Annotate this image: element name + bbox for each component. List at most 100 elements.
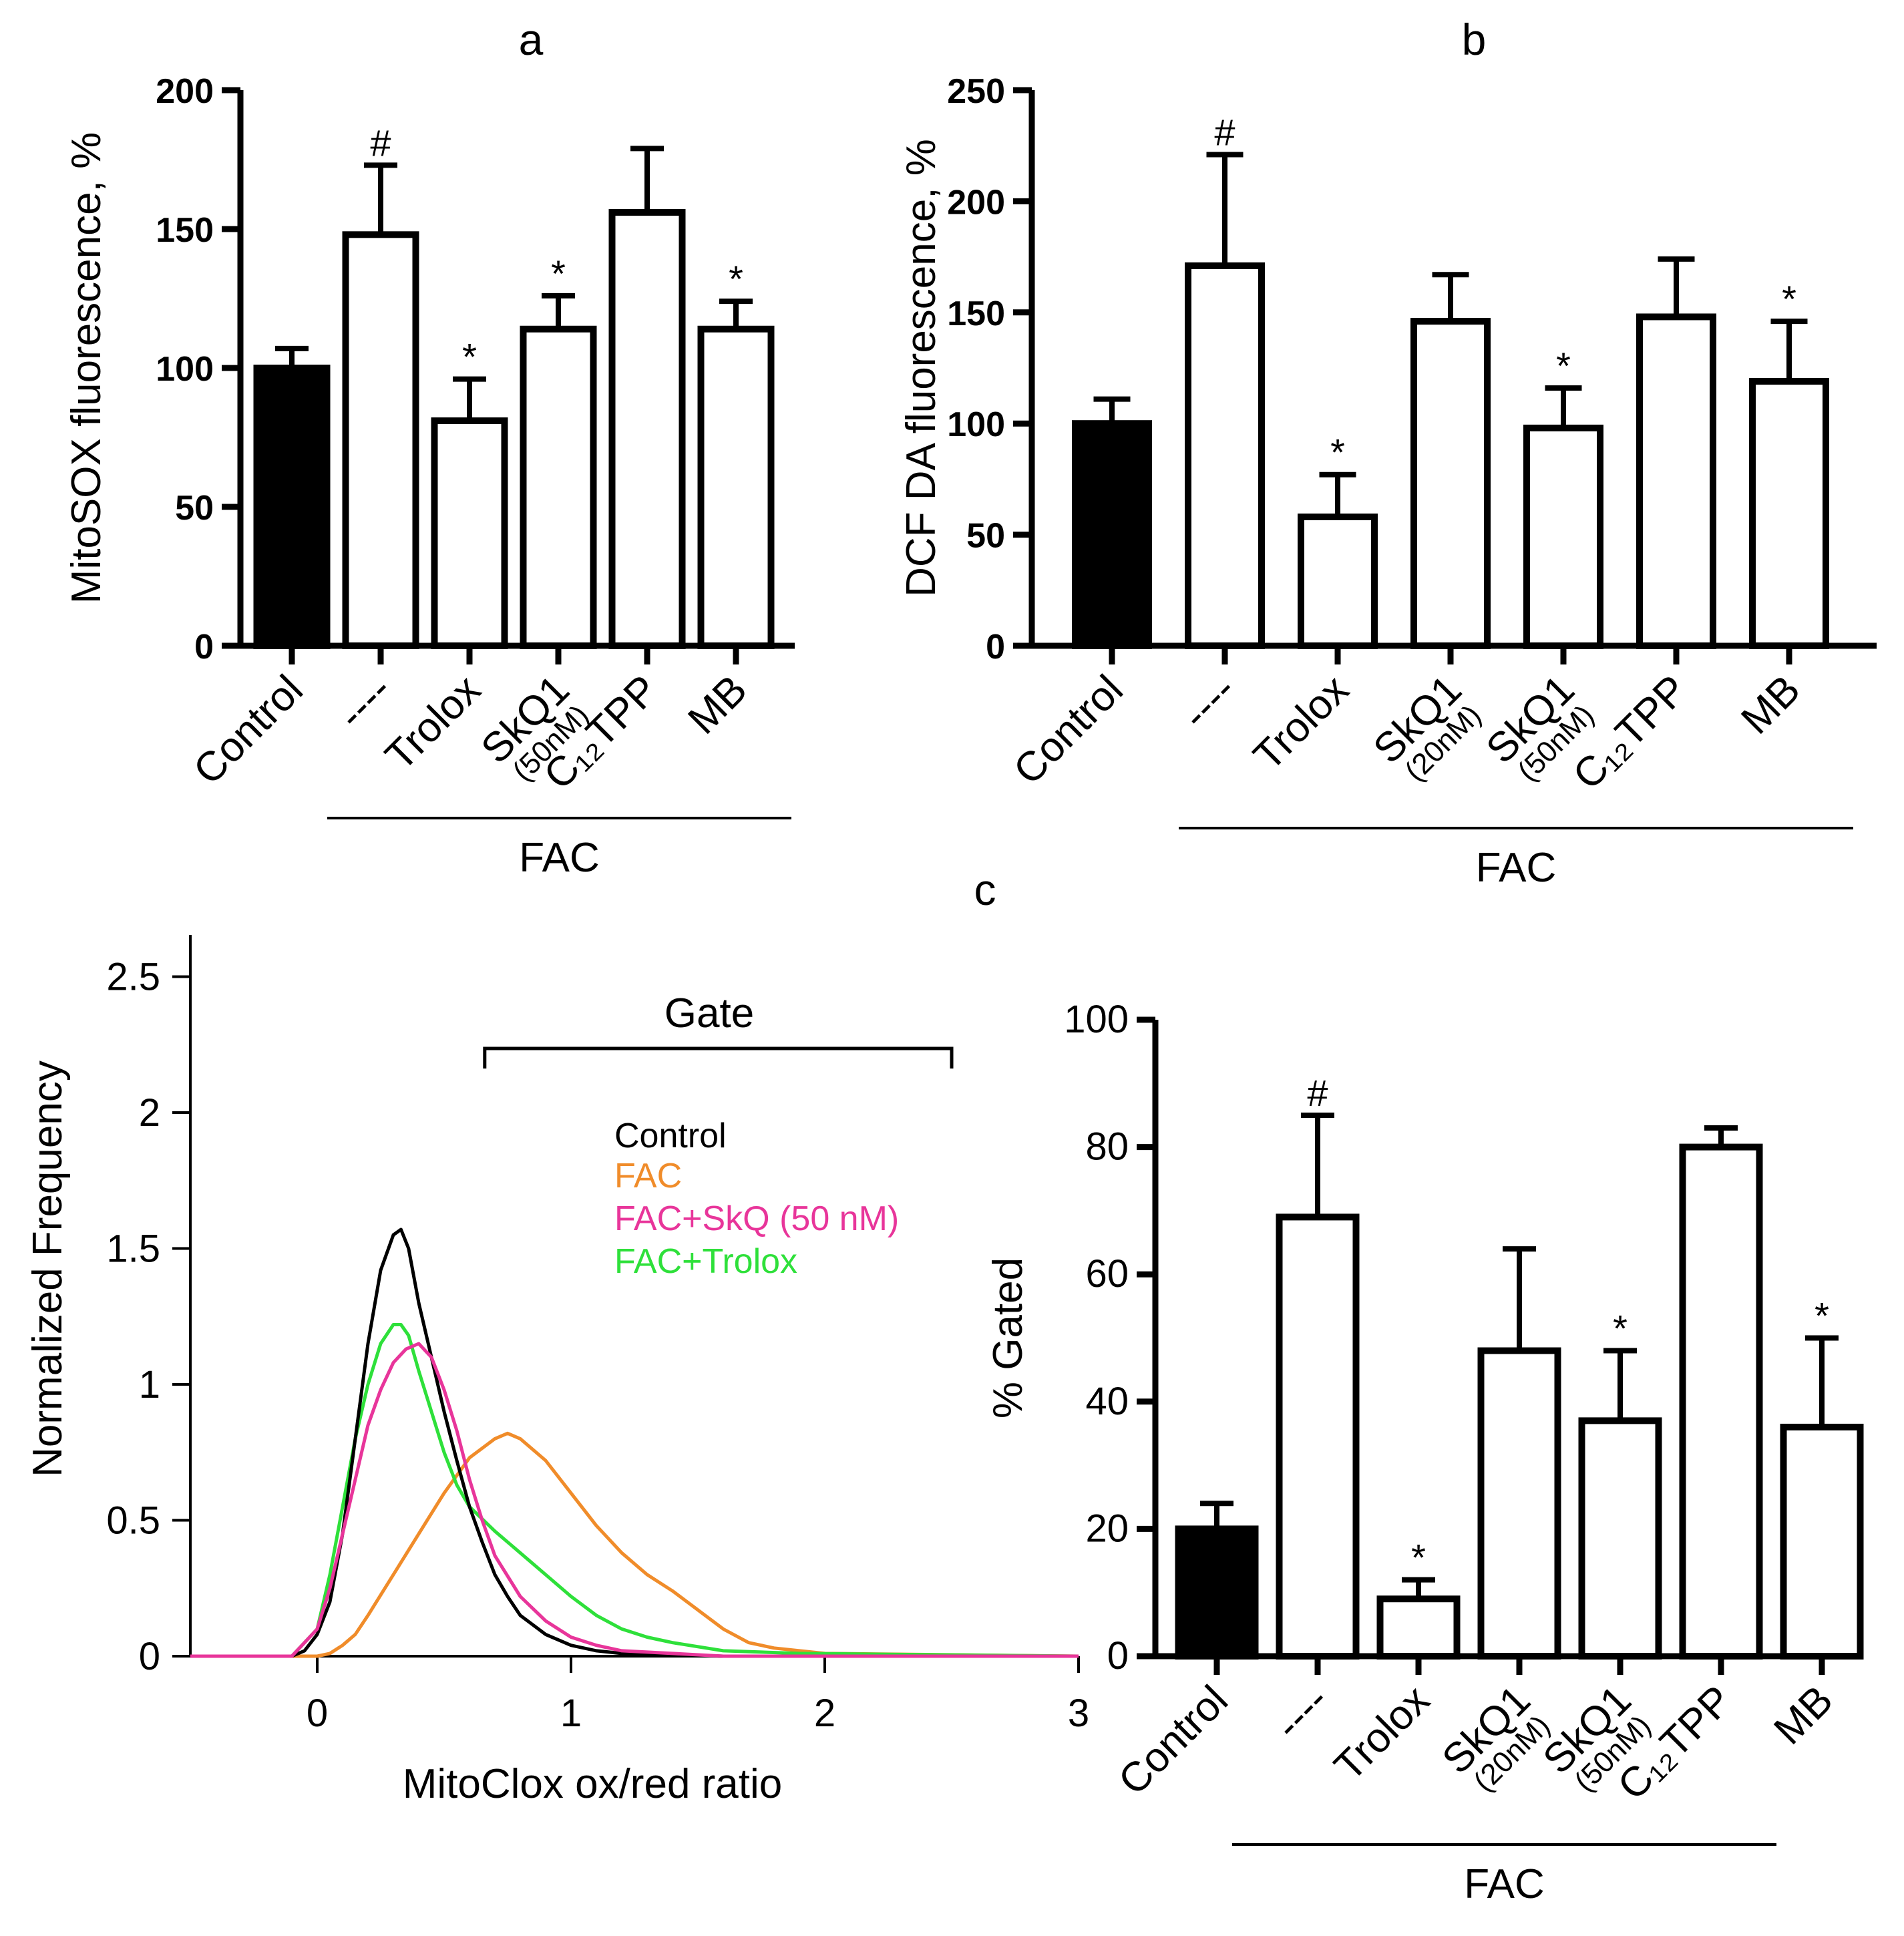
x-tick-label: 0 [307, 1692, 328, 1735]
series-line-1 [190, 1431, 1079, 1658]
x-tick-label: ---- [329, 666, 401, 738]
y-tick-label: 150 [156, 211, 214, 250]
y-tick-label: 100 [947, 405, 1005, 444]
bar [1072, 420, 1152, 649]
significance-mark: * [729, 258, 743, 300]
bar [1477, 1347, 1561, 1660]
y-axis-title: MitoSOX fluorescence, % [63, 132, 110, 604]
y-tick-label: 200 [947, 183, 1005, 222]
x-tick-label-group: ---- [329, 666, 401, 738]
y-tick-label: 0 [139, 1635, 160, 1678]
y-tick-label: 0 [194, 628, 214, 666]
x-tick-label: 3 [1068, 1692, 1089, 1735]
x-tick-label: ---- [1173, 666, 1245, 738]
y-tick-label: 2.5 [106, 956, 160, 999]
bar [1578, 1417, 1662, 1660]
panel-label: c [974, 865, 996, 914]
bar [431, 417, 508, 649]
x-tick-label: Trolox [1245, 666, 1358, 779]
bar [253, 365, 331, 649]
series-line-3 [190, 1323, 1079, 1658]
x-tick-label-group: ---- [1173, 666, 1245, 738]
bar [1175, 1525, 1259, 1660]
y-tick-label: 200 [156, 72, 214, 111]
bar [1298, 513, 1378, 650]
bar [1276, 1213, 1360, 1660]
gate-bracket [483, 1046, 954, 1069]
significance-mark: * [551, 252, 566, 295]
group-label: FAC [1464, 1861, 1545, 1907]
significance-mark: * [462, 336, 477, 378]
x-tick-label: MB [1765, 1677, 1842, 1754]
significance-mark: * [1411, 1537, 1426, 1579]
bar [1636, 313, 1716, 649]
significance-mark: * [1613, 1308, 1628, 1350]
panel-c-histogram: c 0 0.5 1 1.5 2 2.5 0 1 2 3 MitoClox ox/red ratio No… [25, 865, 1089, 1807]
bar [1410, 318, 1491, 649]
significance-mark: * [1782, 278, 1796, 320]
x-tick-label-group: ---- [1266, 1677, 1338, 1748]
x-tick-label-group: SkQ1(20nM) [1364, 666, 1487, 787]
significance-mark: # [1307, 1072, 1328, 1114]
significance-mark: * [1330, 431, 1345, 473]
significance-mark: # [1214, 112, 1235, 154]
x-tick-label: Control [185, 666, 312, 793]
panel-a-mitosox-bar-chart: a 0 50 100 150 200 MitoSOX fluorescence, % Cont… [63, 15, 795, 881]
bar [1523, 424, 1603, 650]
x-tick-label: Trolox [377, 666, 490, 779]
bar [697, 325, 775, 649]
x-tick-label-group: MB [1732, 666, 1809, 743]
legend-entry: FAC+SkQ (50 nM) [614, 1199, 899, 1238]
x-tick-label: 2 [814, 1692, 835, 1735]
bar [1376, 1595, 1461, 1660]
x-tick-label-group: Trolox [1245, 666, 1358, 779]
x-tick-label-group: Trolox [377, 666, 490, 779]
x-tick-label: MB [679, 666, 756, 743]
x-tick-label: 1 [560, 1692, 582, 1735]
y-tick-label: 40 [1085, 1380, 1129, 1423]
bar [1679, 1143, 1763, 1660]
panel-c-gated-bar-chart: 0 20 40 60 80 100 % Gated Control # ---- * TroloxSk… [985, 998, 1864, 1907]
y-axis-title: % Gated [985, 1257, 1031, 1418]
y-tick-label: 50 [175, 489, 214, 528]
x-tick-label: Control [1110, 1677, 1237, 1804]
y-tick-label: 80 [1085, 1125, 1129, 1169]
legend-entry: FAC+Trolox [614, 1242, 797, 1281]
y-tick-label: 250 [947, 72, 1005, 111]
x-tick-label: Trolox [1326, 1677, 1439, 1790]
series-line-2 [190, 1342, 1079, 1658]
bar [1185, 262, 1265, 649]
bar [1749, 377, 1829, 650]
x-axis-title: MitoClox ox/red ratio [403, 1761, 783, 1807]
x-tick-label-group: Control [185, 666, 312, 793]
x-tick-label: MB [1732, 666, 1809, 743]
y-tick-label: 0.5 [106, 1499, 160, 1543]
panel-label: a [519, 15, 544, 64]
x-tick-label-group: SkQ1(20nM) [1433, 1677, 1556, 1798]
y-tick-label: 2 [139, 1091, 160, 1135]
x-tick-label-group: Trolox [1326, 1677, 1439, 1790]
significance-mark: # [370, 122, 391, 164]
x-tick-label-group: Control [1110, 1677, 1237, 1804]
y-axis-title: DCF DA fluorescence, % [898, 139, 944, 597]
x-tick-label-group: MB [1765, 1677, 1842, 1754]
y-tick-label: 60 [1085, 1252, 1129, 1296]
y-axis-title: Normalized Frequency [25, 1060, 71, 1477]
group-label: FAC [1476, 845, 1557, 891]
y-tick-label: 0 [986, 628, 1005, 666]
y-tick-label: 0 [1107, 1634, 1129, 1678]
significance-mark: * [1556, 345, 1571, 387]
y-tick-label: 1.5 [106, 1227, 160, 1271]
x-tick-label-group: Control [1005, 666, 1132, 793]
series-line-0 [190, 1227, 1079, 1658]
legend-entry: FAC [614, 1157, 682, 1195]
bar [342, 231, 419, 649]
panel-label: b [1462, 15, 1487, 64]
gate-label: Gate [664, 990, 754, 1036]
y-tick-label: 100 [156, 350, 214, 389]
bar [608, 209, 686, 650]
legend-entry: Control [614, 1117, 727, 1155]
x-tick-label: Control [1005, 666, 1132, 793]
